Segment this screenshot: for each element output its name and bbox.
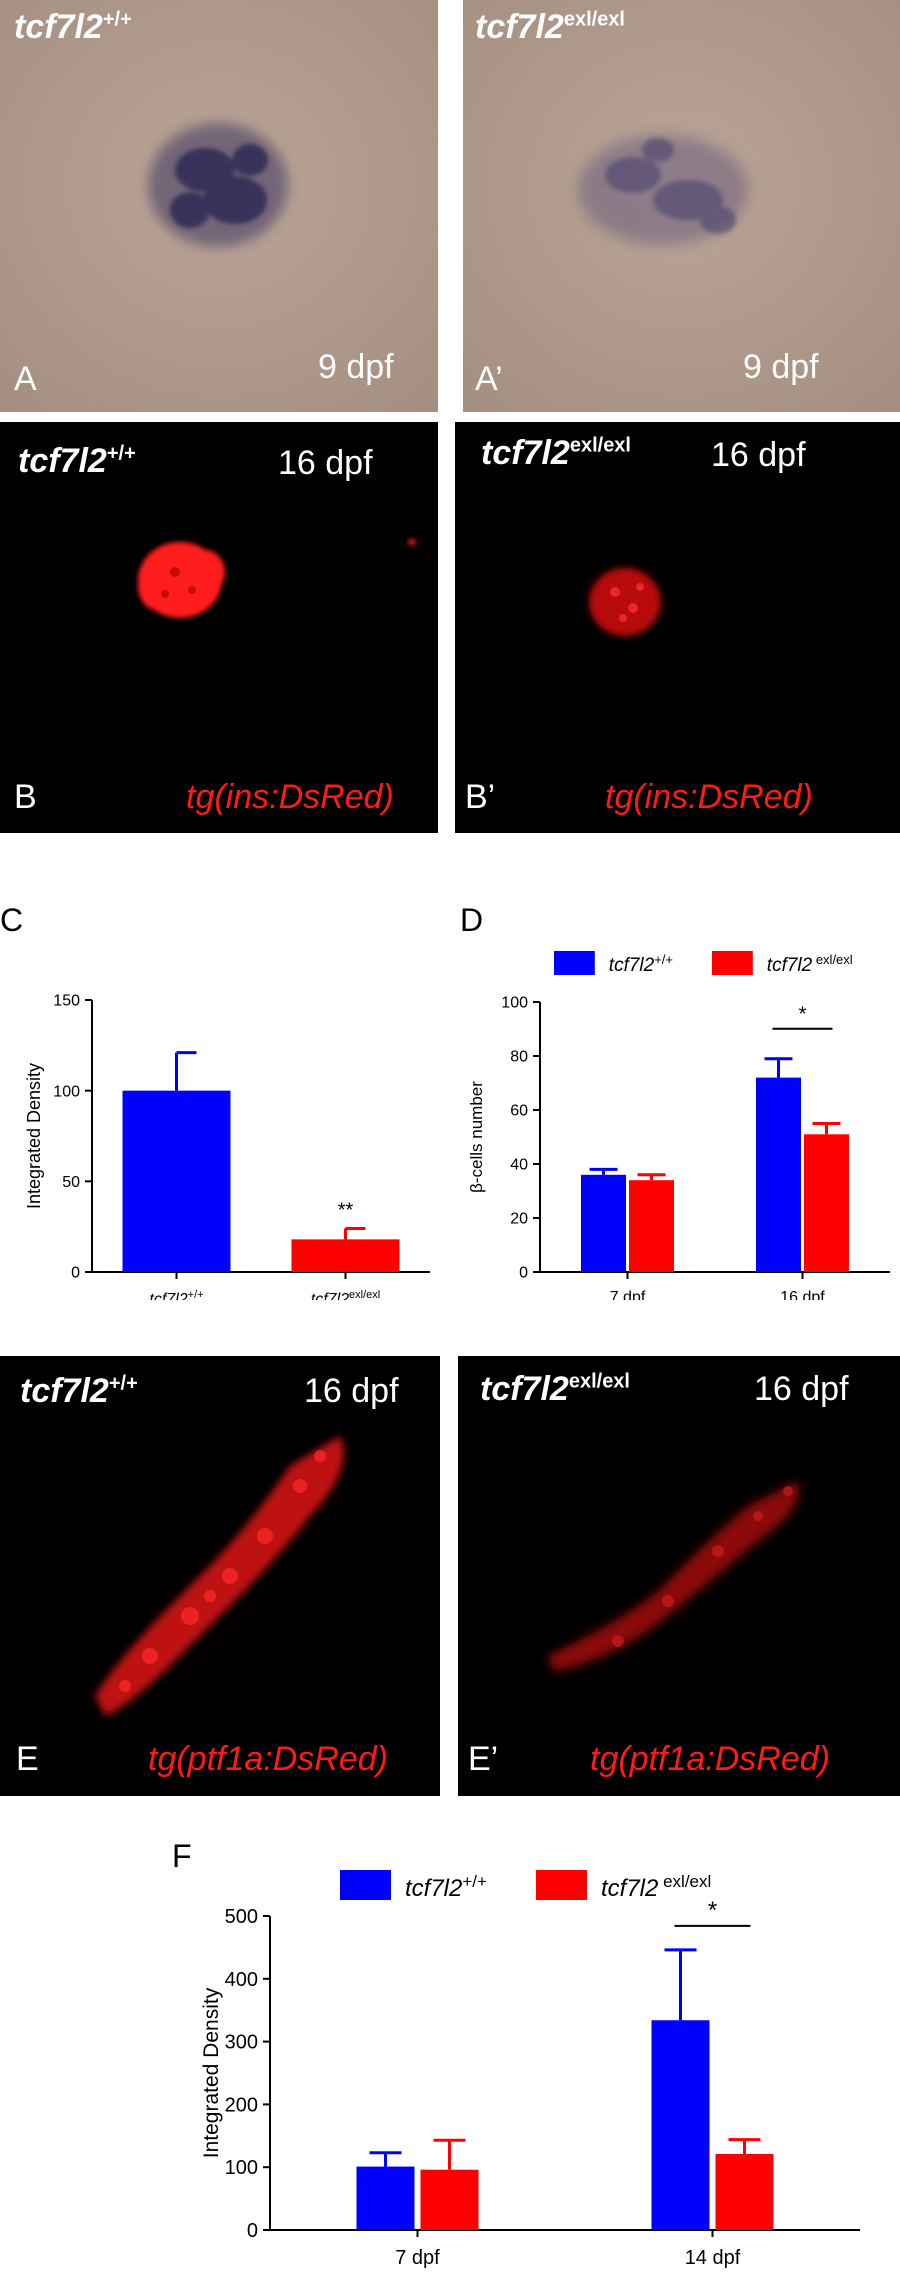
genotype-label: tcf7l2exl/exl (481, 434, 631, 472)
micrograph-panel-B2: tcf7l2exl/exl 16 dpf B’ tg(ins:DsRed) (455, 422, 900, 833)
y-tick-label: 500 (225, 1906, 258, 1928)
x-tick-label: tcf7l2exl/exl (311, 1289, 380, 1300)
bar (291, 1239, 400, 1272)
legend-label: tcf7l2 exl/exl (767, 952, 853, 977)
y-tick-label: 200 (225, 2094, 258, 2116)
chart-C: 0 50 100 150 Integrated Density tcf7l2+/+ tcf7… (24, 993, 430, 1300)
y-tick-label: 50 (62, 1174, 80, 1191)
y-tick-label: 60 (510, 1103, 528, 1120)
legend-swatch (712, 951, 753, 975)
y-tick-label: 300 (225, 2032, 258, 2054)
chart-F: 0 100 200 300 400 500 Integrated Density 7 dpf 1… (200, 1870, 860, 2269)
stage-label: 16 dpf (304, 1372, 399, 1410)
fluorescence-image-E2 (548, 1481, 799, 1671)
genotype-label: tcf7l2exl/exl (480, 1370, 630, 1408)
chart-D: 0 20 40 60 80 100 β-cells number 7 dpf 16 dpf * tc… (467, 951, 890, 1300)
panel-letter: B’ (465, 778, 496, 816)
genotype-label: tcf7l2+/+ (20, 1372, 138, 1410)
bar (356, 2166, 415, 2230)
significance-marker: * (799, 1004, 807, 1026)
genotype-label: tcf7l2exl/exl (475, 8, 625, 46)
x-tick-label: tcf7l2+/+ (149, 1289, 203, 1300)
legend-swatch (536, 1870, 587, 1900)
stage-label: 9 dpf (318, 348, 394, 386)
x-tick-label: 16 dpf (780, 1289, 825, 1300)
legend-label: tcf7l2+/+ (405, 1872, 487, 1903)
y-tick-label: 20 (510, 1211, 528, 1228)
bar (756, 1077, 801, 1272)
y-axis-label: Integrated Density (200, 1987, 223, 2158)
legend-label: tcf7l2+/+ (609, 952, 673, 977)
panel-letter: A (14, 360, 37, 398)
transgene-label: tg(ptf1a:DsRed) (590, 1740, 830, 1778)
bar (651, 2020, 710, 2230)
micrograph-panel-A: tcf7l2+/+ A 9 dpf (0, 0, 438, 412)
bar (629, 1180, 674, 1272)
panel-letter: E’ (468, 1740, 499, 1778)
panel-letter-D: D (460, 902, 484, 938)
y-tick-label: 0 (71, 1265, 80, 1282)
stage-label: 16 dpf (754, 1370, 849, 1408)
micrograph-panel-E: tcf7l2+/+ 16 dpf E tg(ptf1a:DsRed) (0, 1356, 440, 1796)
bar (715, 2154, 774, 2230)
panel-letter-F: F (172, 1838, 192, 1874)
panel-letter: B (14, 778, 37, 816)
x-tick-label: 14 dpf (685, 2247, 741, 2269)
genotype-label: tcf7l2+/+ (14, 8, 132, 46)
panel-letter-C: C (0, 902, 24, 938)
panel-letter: E (16, 1740, 39, 1778)
stage-label: 9 dpf (743, 348, 819, 386)
x-tick-label: 7 dpf (395, 2247, 440, 2269)
significance-marker: * (708, 1897, 717, 1924)
significance-marker: ** (338, 1199, 354, 1221)
transgene-label: tg(ins:DsRed) (605, 778, 813, 816)
bar (581, 1174, 626, 1272)
legend-swatch (554, 951, 595, 975)
y-axis-label: Integrated Density (24, 1063, 44, 1209)
micrograph-panel-B: tcf7l2+/+ 16 dpf B tg(ins:DsRed) (0, 422, 438, 833)
transgene-label: tg(ptf1a:DsRed) (148, 1740, 388, 1778)
y-tick-label: 40 (510, 1157, 528, 1174)
y-tick-label: 150 (53, 993, 80, 1010)
y-tick-label: 100 (225, 2157, 258, 2179)
y-tick-label: 0 (247, 2220, 258, 2242)
y-tick-label: 80 (510, 1049, 528, 1066)
panel-letter: A’ (475, 360, 503, 398)
insitu-image-A2 (463, 0, 900, 412)
y-tick-label: 400 (225, 1969, 258, 1991)
micrograph-panel-E2: tcf7l2exl/exl 16 dpf E’ tg(ptf1a:DsRed) (458, 1356, 900, 1796)
fluorescence-image-B (138, 539, 416, 618)
stage-label: 16 dpf (711, 436, 806, 474)
transgene-label: tg(ins:DsRed) (186, 778, 394, 816)
fluorescence-image-B2 (589, 568, 661, 636)
x-tick-label: 7 dpf (610, 1289, 646, 1300)
bar (420, 2169, 479, 2230)
stage-label: 16 dpf (278, 444, 373, 482)
fluorescence-image-E (95, 1436, 344, 1716)
y-axis-label: β-cells number (467, 1081, 486, 1193)
genotype-label: tcf7l2+/+ (18, 442, 136, 480)
y-tick-label: 0 (519, 1265, 528, 1282)
legend-swatch (340, 1870, 391, 1900)
bar (122, 1090, 231, 1272)
micrograph-panel-A2: tcf7l2exl/exl A’ 9 dpf (463, 0, 900, 412)
y-tick-label: 100 (501, 995, 528, 1012)
insitu-image-A (0, 0, 438, 412)
y-tick-label: 100 (53, 1083, 80, 1100)
legend-label: tcf7l2 exl/exl (601, 1872, 711, 1903)
bar (804, 1134, 849, 1272)
